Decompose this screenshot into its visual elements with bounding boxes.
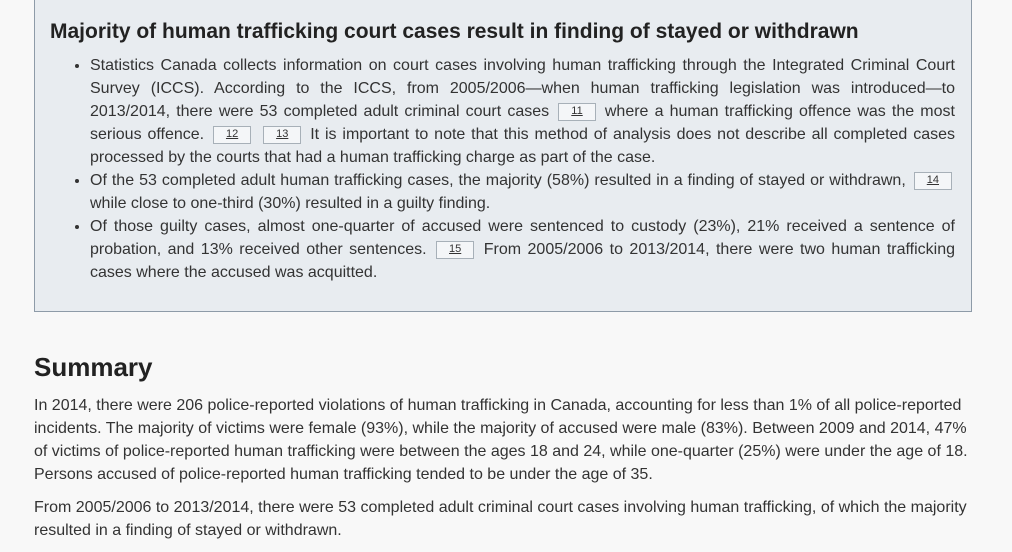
- callout-title: Majority of human trafficking court case…: [50, 20, 859, 43]
- highlight-box: Majority of human trafficking court case…: [34, 0, 972, 312]
- summary-heading: Summary: [34, 352, 153, 382]
- bullet-text: Statistics Canada collects information o…: [90, 57, 955, 120]
- bullet-sentences: Of those guilty cases, almost one-quarte…: [90, 215, 955, 284]
- bullet-text: where a human trafficking offence was th…: [90, 103, 955, 143]
- footnote-link-12[interactable]: 12: [212, 126, 252, 144]
- bullet-case-outcomes: Of the 53 completed adult human traffick…: [90, 169, 955, 215]
- footnote-link-15[interactable]: 15: [436, 241, 475, 259]
- bullet-text: It is important to note that this method…: [90, 126, 955, 166]
- bullet-text: Of those guilty cases, almost one-quarte…: [90, 218, 955, 258]
- bullet-text: From 2005/2006 to 2013/2014, there were …: [90, 241, 955, 281]
- bullet-court-cases: Statistics Canada collects information o…: [90, 54, 955, 169]
- summary-paragraph: From 2005/2006 to 2013/2014, there were …: [34, 499, 967, 539]
- footnote-link-11[interactable]: 11: [558, 103, 596, 121]
- bullet-text: while close to one-third (30%) resulted …: [90, 195, 491, 212]
- bullet-text: Of the 53 completed adult human traffick…: [90, 172, 906, 189]
- callout-bullet-list: Statistics Canada collects information o…: [50, 54, 955, 284]
- summary-paragraph: In 2014, there were 206 police-reported …: [34, 397, 968, 483]
- summary-section: Summary In 2014, there were 206 police-r…: [34, 352, 974, 552]
- footnote-link-13[interactable]: 13: [263, 126, 302, 144]
- footnote-link-14[interactable]: 14: [913, 172, 953, 190]
